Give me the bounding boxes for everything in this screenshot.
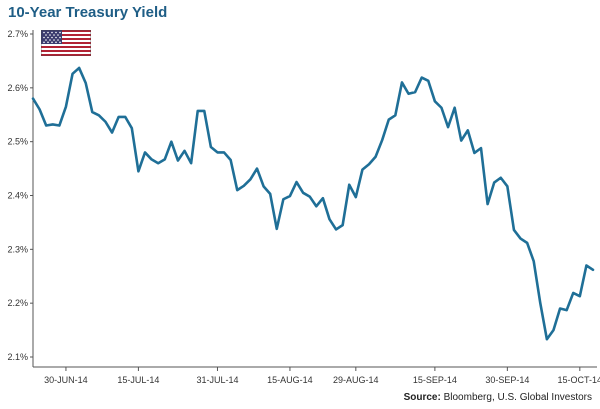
y-tick-label: 2.2%: [7, 298, 28, 308]
x-axis-ticks: 30-JUN-14 15-JUL-14 31-JUL-14 15-AUG-14 29-A…: [44, 367, 600, 385]
y-tick-label: 2.5%: [7, 137, 28, 147]
source-note: Source: Bloomberg, U.S. Global Investors: [404, 392, 592, 403]
y-tick-label: 2.4%: [7, 191, 28, 201]
y-tick-label: 2.3%: [7, 244, 28, 254]
y-tick-label: 2.7%: [7, 29, 28, 39]
x-tick-label: 30-JUN-14: [44, 375, 88, 385]
yield-series-line: [31, 66, 595, 341]
chart-title: 10-Year Treasury Yield: [8, 4, 168, 21]
y-tick-label: 2.6%: [7, 83, 28, 93]
x-tick-label: 31-JUL-14: [196, 375, 238, 385]
x-tick-label: 15-OCT-14: [558, 375, 600, 385]
chart-axes: [32, 30, 597, 368]
x-tick-label: 15-JUL-14: [117, 375, 159, 385]
x-tick-label: 15-AUG-14: [267, 375, 313, 385]
source-text: Bloomberg, U.S. Global Investors: [443, 392, 592, 403]
y-axis-ticks: 2.1% 2.2% 2.3% 2.4% 2.5% 2.6% 2.7%: [7, 29, 33, 362]
x-tick-label: 30-SEP-14: [485, 375, 529, 385]
x-tick-label: 15-SEP-14: [413, 375, 457, 385]
y-tick-label: 2.1%: [7, 352, 28, 362]
us-flag-icon: [41, 30, 91, 56]
x-tick-label: 29-AUG-14: [333, 375, 379, 385]
source-label: Source:: [403, 392, 441, 403]
